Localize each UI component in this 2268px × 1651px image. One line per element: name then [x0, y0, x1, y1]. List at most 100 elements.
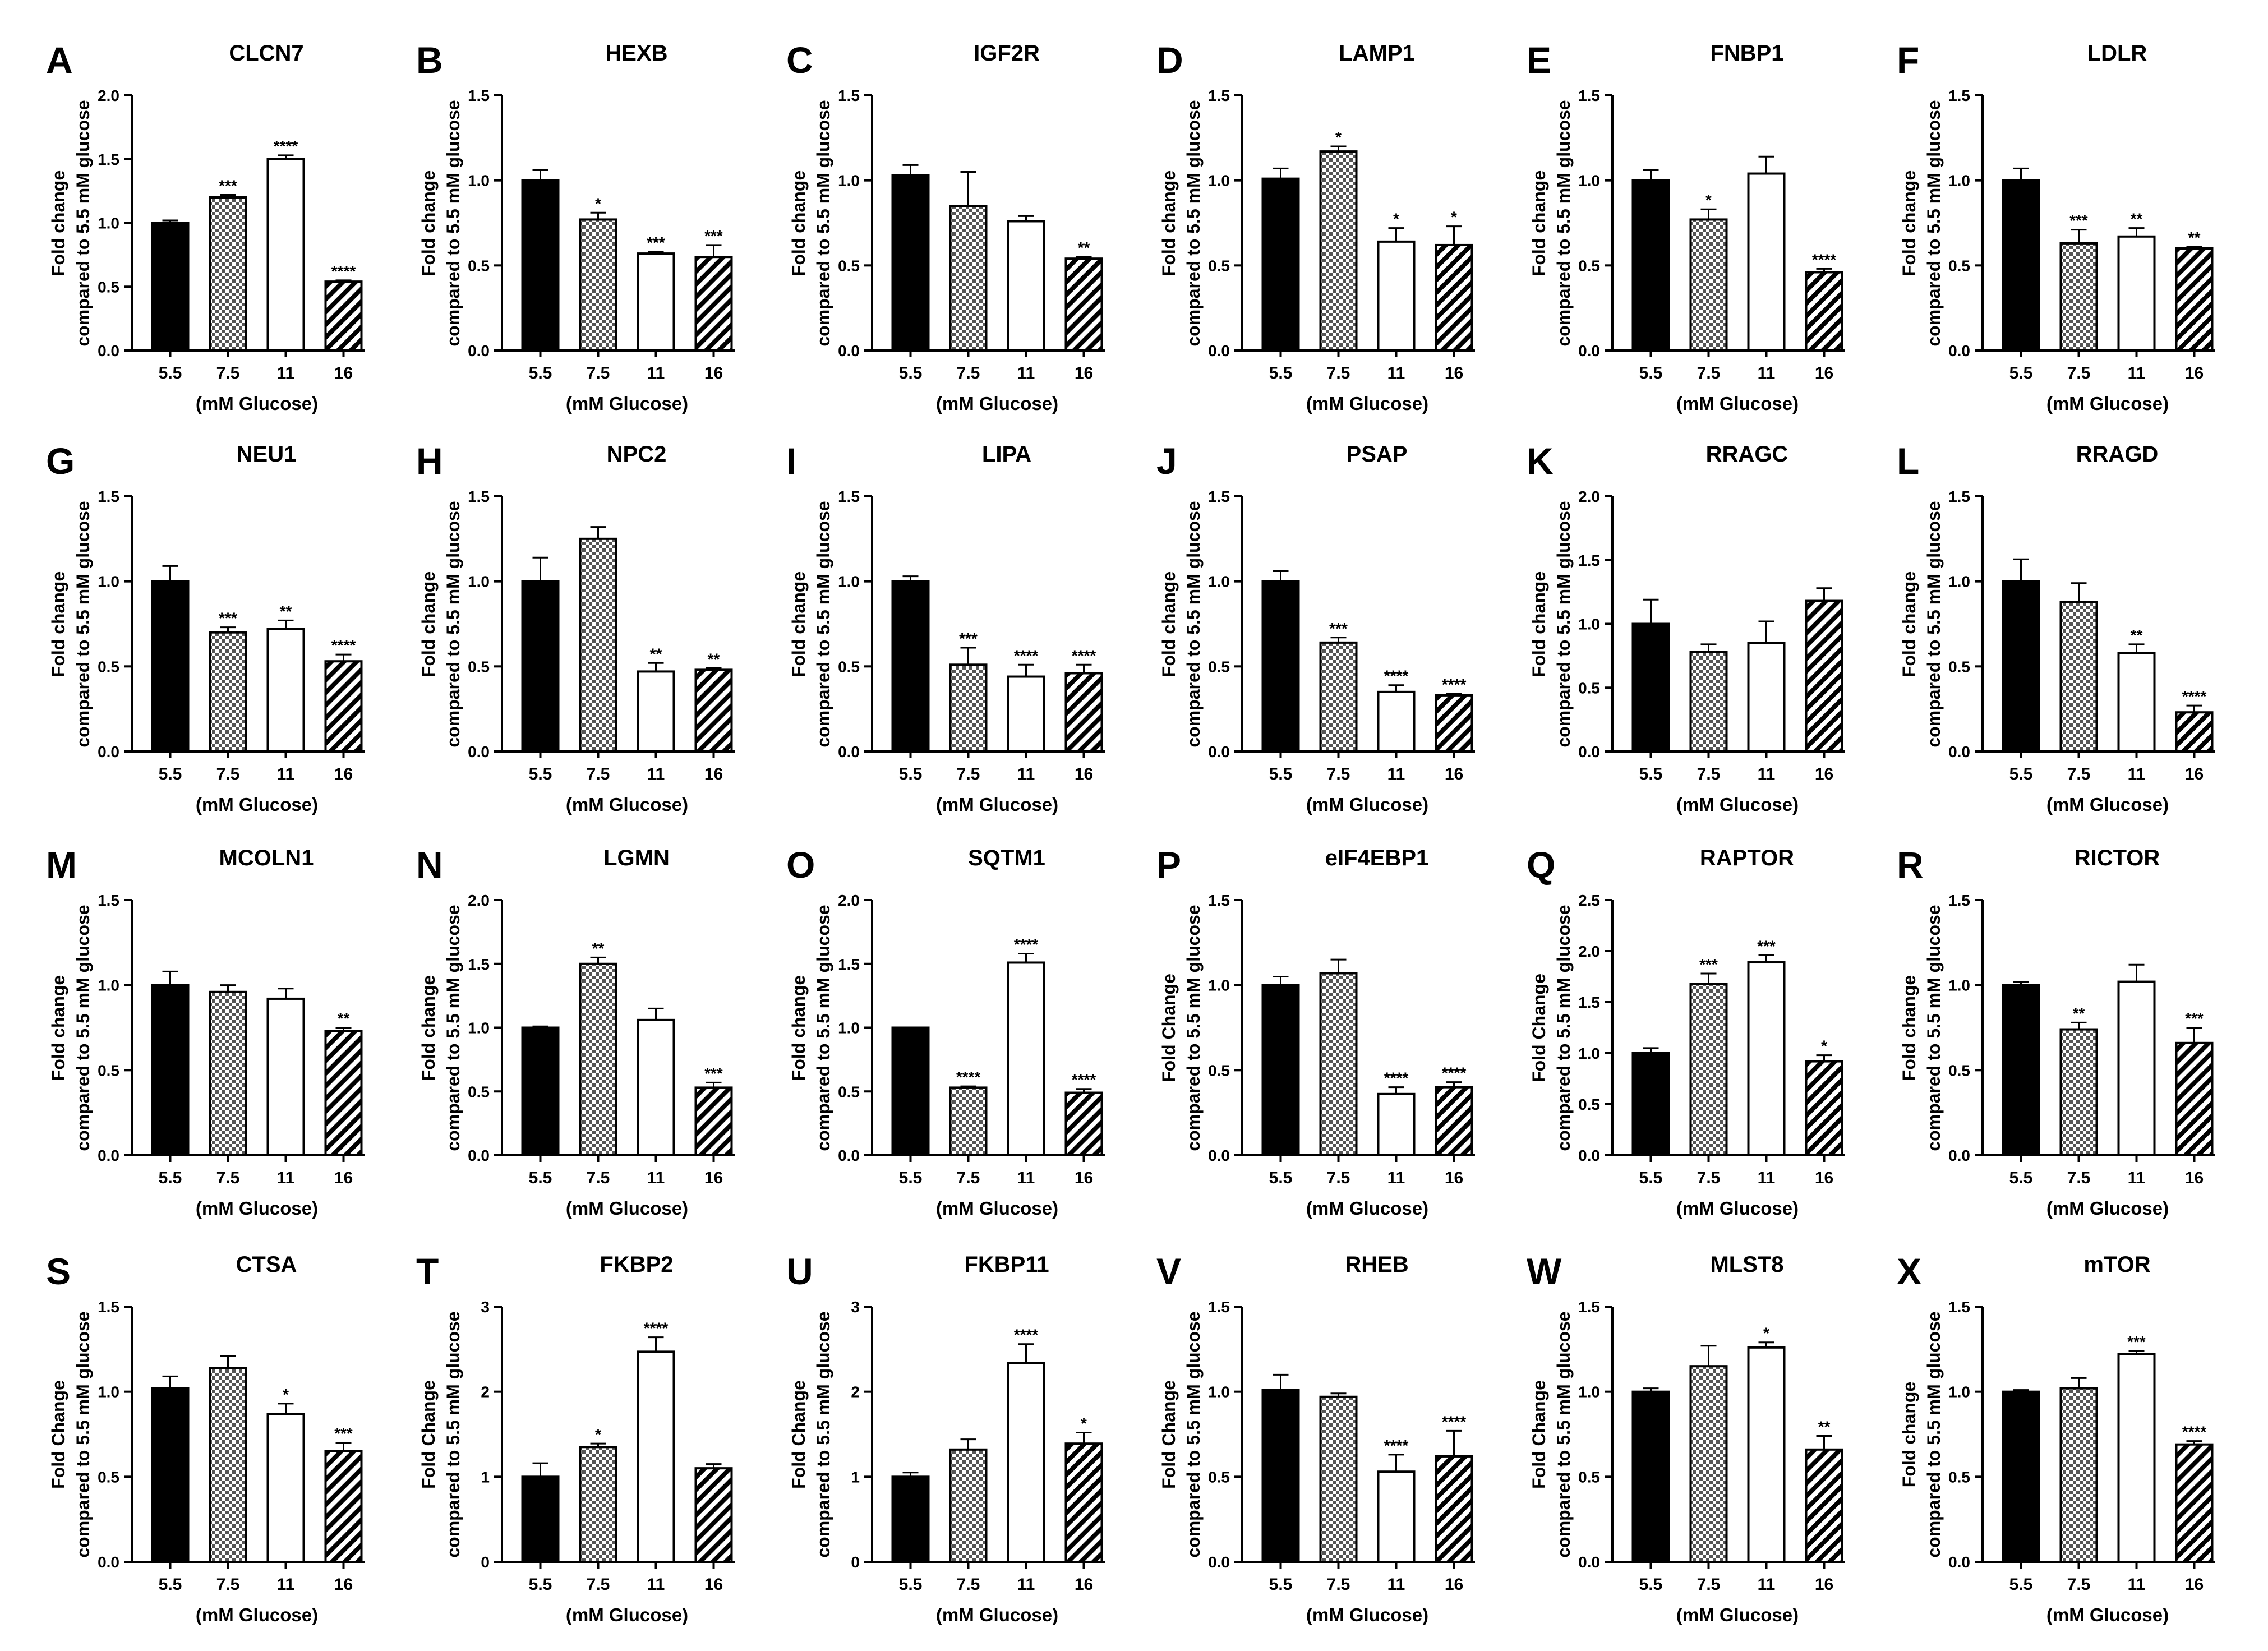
y-tick-label: 1.5: [98, 1298, 119, 1316]
chart-title: LAMP1: [1339, 41, 1415, 66]
significance-label: ****: [1442, 1413, 1467, 1430]
y-axis-label-line2: compared to 5.5 mM glucose: [1924, 905, 1944, 1151]
y-tick-label: 1.0: [98, 215, 119, 232]
panel-label: P: [1156, 844, 1181, 886]
x-tick-label: 11: [277, 364, 295, 382]
significance-label: **: [2073, 1004, 2085, 1022]
significance-label: **: [592, 939, 605, 957]
x-tick-label: 16: [334, 1575, 353, 1594]
x-tick-label: 16: [704, 364, 723, 382]
x-tick-label: 11: [1017, 1575, 1035, 1594]
panel-c: C IGF2R Fold change compared to 5.5 mM gluc…: [786, 39, 1105, 414]
x-tick-label: 11: [647, 765, 665, 783]
chart-title: FNBP1: [1710, 41, 1783, 66]
y-tick-label: 0.0: [1208, 1147, 1230, 1164]
bar-5-5: [1631, 1390, 1670, 1564]
x-tick-label: 7.5: [957, 1575, 980, 1594]
bar-7-5: [1689, 983, 1728, 1156]
y-tick-label: 1.5: [1578, 994, 1600, 1011]
bar-16: [1805, 599, 1843, 753]
panel-h: H NPC2 Fold change compared to 5.5 mM gluco…: [416, 440, 735, 815]
bar-11: [637, 670, 675, 753]
bar-16: [694, 668, 733, 753]
significance-label: **: [1818, 1418, 1831, 1436]
x-axis-label: (mM Glucose): [936, 1198, 1058, 1219]
bar-16: [1064, 672, 1103, 753]
panel-label: N: [416, 844, 443, 886]
bar-7-5: [949, 1448, 988, 1564]
significance-label: **: [2131, 210, 2143, 228]
y-axis-label-line2: compared to 5.5 mM glucose: [1183, 1311, 1204, 1557]
bar-7-5: [1319, 972, 1358, 1157]
y-tick-label: 0.0: [1208, 1553, 1230, 1571]
bar-11: [1007, 675, 1045, 753]
bar-5-5: [2002, 580, 2040, 753]
y-tick-label: 0.0: [1948, 743, 1970, 760]
y-axis-label: Fold change compared to 5.5 mM glucose: [1899, 905, 1944, 1151]
x-tick-label: 5.5: [1269, 765, 1293, 783]
panel-t: T FKBP2 Fold Change compared to 5.5 mM gluc…: [416, 1251, 735, 1625]
panel-label: G: [46, 440, 75, 482]
y-tick-label: 0.5: [838, 1083, 860, 1100]
bar-5-5: [2002, 1390, 2040, 1564]
significance-label: **: [708, 650, 720, 667]
panel-label: R: [1897, 844, 1924, 886]
bar-11: [1007, 1362, 1045, 1564]
y-axis-label-line1: Fold Change: [1529, 1380, 1549, 1489]
x-axis-label: (mM Glucose): [1676, 1604, 1799, 1625]
y-axis-label-line1: Fold change: [418, 170, 439, 276]
panel-label: K: [1527, 440, 1554, 482]
bar-11: [637, 1350, 675, 1563]
chart-title: IGF2R: [974, 41, 1040, 66]
y-tick-label: 1.0: [1208, 172, 1230, 190]
y-axis-label: Fold Change compared to 5.5 mM glucose: [1159, 905, 1204, 1151]
x-tick-label: 16: [2185, 1575, 2204, 1594]
y-tick-label: 0.5: [1948, 257, 1970, 274]
y-tick-label: 1.0: [1208, 977, 1230, 994]
x-tick-label: 5.5: [159, 364, 182, 382]
bar-5-5: [151, 580, 190, 753]
y-tick-label: 0.0: [838, 342, 860, 359]
chart-title: NPC2: [607, 442, 667, 467]
x-tick-label: 7.5: [1327, 1575, 1350, 1594]
y-tick-label: 0.0: [1578, 1553, 1600, 1571]
bar-16: [324, 660, 363, 753]
panel-e: E FNBP1 Fold change compared to 5.5 mM gluc…: [1527, 39, 1845, 414]
x-tick-label: 11: [2128, 1169, 2146, 1187]
significance-label: ****: [1442, 676, 1467, 693]
panel-label: I: [786, 440, 796, 482]
x-tick-label: 16: [334, 1169, 353, 1187]
chart-title: LDLR: [2087, 41, 2147, 66]
y-tick-label: 0.5: [1208, 1062, 1230, 1079]
y-tick-label: 1.5: [468, 87, 490, 104]
y-axis-label-line2: compared to 5.5 mM glucose: [1554, 905, 1574, 1151]
chart-title: CLCN7: [229, 41, 303, 66]
bar-7-5: [579, 218, 617, 352]
bar-11: [1747, 172, 1786, 352]
y-tick-label: 0.0: [98, 1147, 119, 1164]
significance-label: ***: [959, 630, 978, 647]
y-tick-label: 0.0: [838, 743, 860, 760]
y-axis-label-line2: compared to 5.5 mM glucose: [73, 501, 93, 747]
y-axis-label: Fold change compared to 5.5 mM glucose: [1899, 501, 1944, 747]
y-tick-label: 1.0: [1208, 573, 1230, 591]
y-tick-label: 1.0: [98, 573, 119, 591]
panel-label: X: [1897, 1251, 1921, 1292]
x-tick-label: 5.5: [1639, 1169, 1663, 1187]
y-tick-label: 0.0: [1948, 1553, 1970, 1571]
chart-title: FKBP2: [600, 1252, 673, 1277]
x-tick-label: 5.5: [1269, 364, 1293, 382]
x-tick-label: 5.5: [2009, 364, 2033, 382]
significance-label: *: [1081, 1414, 1087, 1432]
panel-n: N LGMN Fold change compared to 5.5 mM gluco…: [416, 844, 735, 1219]
y-axis-label: Fold change compared to 5.5 mM glucose: [48, 100, 93, 346]
x-tick-label: 16: [1445, 1169, 1463, 1187]
significance-label: ***: [1329, 620, 1348, 637]
y-tick-label: 1: [851, 1468, 860, 1486]
y-axis-label-line1: Fold change: [1159, 170, 1179, 276]
y-axis-label: Fold change compared to 5.5 mM glucose: [1529, 100, 1574, 346]
x-tick-label: 11: [1387, 765, 1405, 783]
x-tick-label: 7.5: [2067, 1575, 2091, 1594]
bar-16: [1805, 1448, 1843, 1564]
x-tick-label: 11: [647, 1575, 665, 1594]
